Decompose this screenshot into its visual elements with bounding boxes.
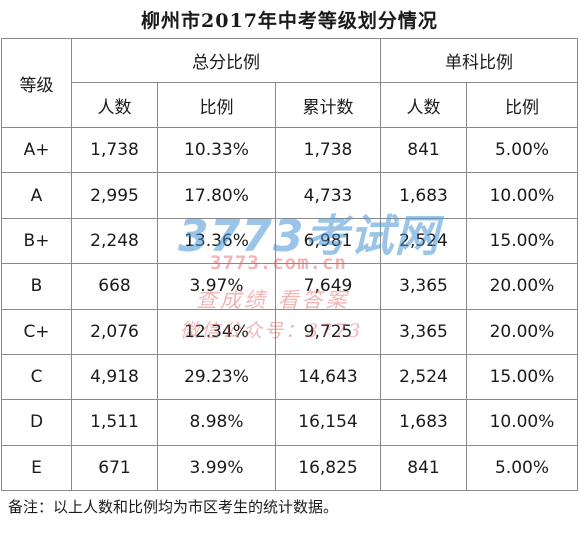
count-cell: 1,738 (71, 126, 158, 174)
count-cell: 2,248 (71, 217, 158, 265)
ratio-cell: 8.98% (157, 399, 276, 446)
header-grade: 等级 (1, 38, 72, 128)
grade-cell: A+ (1, 126, 72, 174)
cumulative-cell: 7,649 (275, 263, 381, 310)
ratio-cell: 3.97% (157, 263, 276, 310)
single-ratio-cell: 20.00% (466, 263, 578, 310)
grade-cell: C (1, 353, 72, 401)
grade-cell: C+ (1, 308, 72, 355)
grade-cell: D (1, 399, 72, 446)
single-count-cell: 3,365 (380, 263, 467, 310)
page-title: 柳州市2017年中考等级划分情况 (141, 9, 438, 32)
grade-cell: B (1, 263, 72, 310)
grade-cell: B+ (1, 217, 72, 265)
cumulative-cell: 16,825 (275, 444, 381, 492)
single-count-cell: 3,365 (380, 308, 467, 355)
count-cell: 668 (71, 263, 158, 310)
single-ratio-cell: 15.00% (466, 217, 578, 265)
single-count-cell: 841 (380, 126, 467, 174)
single-ratio-cell: 10.00% (466, 172, 578, 219)
footnote: 备注：以上人数和比例均为市区考生的统计数据。 (8, 498, 339, 516)
table-row: B 668 3.97% 7,649 3,365 20.00% (1, 263, 578, 310)
single-count-cell: 2,524 (380, 353, 467, 401)
cumulative-cell: 16,154 (275, 399, 381, 446)
cumulative-cell: 4,733 (275, 172, 381, 219)
ratio-cell: 10.33% (157, 126, 276, 174)
count-cell: 2,076 (71, 308, 158, 355)
single-ratio-cell: 5.00% (466, 126, 578, 174)
count-cell: 4,918 (71, 353, 158, 401)
grade-cell: E (1, 444, 72, 492)
ratio-cell: 12.34% (157, 308, 276, 355)
table-row: D 1,511 8.98% 16,154 1,683 10.00% (1, 399, 578, 446)
single-ratio-cell: 20.00% (466, 308, 578, 355)
single-count-cell: 841 (380, 444, 467, 492)
ratio-cell: 29.23% (157, 353, 276, 401)
table-row: B+ 2,248 13.36% 6,981 2,524 15.00% (1, 217, 578, 265)
ratio-cell: 13.36% (157, 217, 276, 265)
ratio-cell: 3.99% (157, 444, 276, 492)
table-row: C 4,918 29.23% 14,643 2,524 15.00% (1, 353, 578, 401)
single-count-cell: 1,683 (380, 172, 467, 219)
header-single-count: 人数 (380, 82, 467, 128)
table-row: C+ 2,076 12.34% 9,725 3,365 20.00% (1, 308, 578, 355)
count-cell: 1,511 (71, 399, 158, 446)
single-ratio-cell: 5.00% (466, 444, 578, 492)
header-ratio: 比例 (157, 82, 276, 128)
header-count: 人数 (71, 82, 158, 128)
single-ratio-cell: 15.00% (466, 353, 578, 401)
table-row: A+ 1,738 10.33% 1,738 841 5.00% (1, 126, 578, 174)
count-cell: 671 (71, 444, 158, 492)
grade-table: 等级 总分比例 单科比例 人数 比例 累计数 人数 比例 A+ 1,738 10… (1, 38, 578, 492)
cumulative-cell: 9,725 (275, 308, 381, 355)
single-count-cell: 1,683 (380, 399, 467, 446)
header-cumulative: 累计数 (275, 82, 381, 128)
header-total-ratio: 总分比例 (71, 38, 381, 83)
table-row: A 2,995 17.80% 4,733 1,683 10.00% (1, 172, 578, 219)
single-ratio-cell: 10.00% (466, 399, 578, 446)
header-single-ratio: 单科比例 (380, 38, 578, 83)
cumulative-cell: 6,981 (275, 217, 381, 265)
grade-cell: A (1, 172, 72, 219)
table-row: E 671 3.99% 16,825 841 5.00% (1, 444, 578, 492)
header-single-ratio-col: 比例 (466, 82, 578, 128)
cumulative-cell: 14,643 (275, 353, 381, 401)
single-count-cell: 2,524 (380, 217, 467, 265)
count-cell: 2,995 (71, 172, 158, 219)
ratio-cell: 17.80% (157, 172, 276, 219)
cumulative-cell: 1,738 (275, 126, 381, 174)
